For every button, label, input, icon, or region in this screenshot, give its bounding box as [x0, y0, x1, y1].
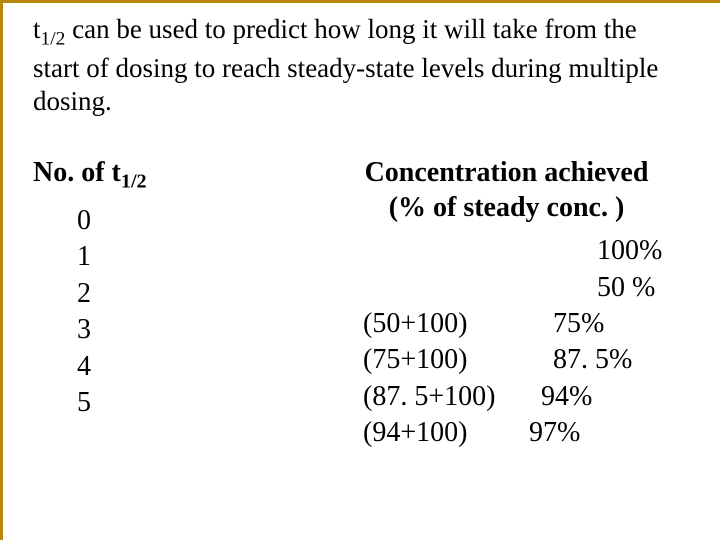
rows-left: 0 1 2 3 4 5 [33, 203, 333, 421]
row-n: 2 [77, 276, 333, 312]
calc-cell [333, 270, 523, 306]
intro-rest: can be used to predict how long it will … [33, 14, 658, 116]
calc-cell: (75+100) [333, 342, 523, 378]
header-right: Concentration achieved (% of steady conc… [333, 155, 680, 225]
header-left-prefix: No. of t [33, 157, 121, 188]
slide-frame: t1/2 can be used to predict how long it … [0, 0, 720, 540]
calc-cell: (50+100) [333, 306, 523, 342]
calc-cell: (87. 5+100) [333, 379, 523, 415]
pct-cell: 75% [523, 306, 680, 342]
data-table: No. of t1/2 0 1 2 3 4 5 Concentration ac… [33, 155, 680, 451]
table-row: (87. 5+100) 94% [333, 379, 680, 415]
header-left: No. of t1/2 [33, 155, 333, 195]
intro-prefix: t [33, 14, 41, 44]
table-row: (94+100) 97% [333, 415, 680, 451]
row-n: 1 [77, 239, 333, 275]
row-n: 3 [77, 312, 333, 348]
pct-cell: 87. 5% [523, 342, 680, 378]
intro-paragraph: t1/2 can be used to predict how long it … [33, 13, 680, 119]
header-right-line2: (% of steady conc. ) [333, 190, 680, 225]
pct-cell: 50 % [523, 270, 680, 306]
table-row: (50+100) 75% [333, 306, 680, 342]
pct-cell: 97% [523, 415, 680, 451]
pct-cell: 100% [523, 233, 680, 269]
column-concentration: Concentration achieved (% of steady conc… [333, 155, 680, 451]
table-row: (75+100) 87. 5% [333, 342, 680, 378]
row-n: 4 [77, 349, 333, 385]
calc-cell [333, 233, 523, 269]
intro-subscript: 1/2 [41, 28, 66, 49]
pct-cell: 94% [523, 379, 680, 415]
table-row: 100% [333, 233, 680, 269]
calc-cell: (94+100) [333, 415, 523, 451]
header-left-sub: 1/2 [121, 171, 147, 193]
rows-right: 100% 50 % (50+100) 75% (75+100) 87. 5% (… [333, 233, 680, 451]
table-row: 50 % [333, 270, 680, 306]
row-n: 0 [77, 203, 333, 239]
row-n: 5 [77, 385, 333, 421]
header-right-line1: Concentration achieved [333, 155, 680, 190]
column-halflives: No. of t1/2 0 1 2 3 4 5 [33, 155, 333, 451]
